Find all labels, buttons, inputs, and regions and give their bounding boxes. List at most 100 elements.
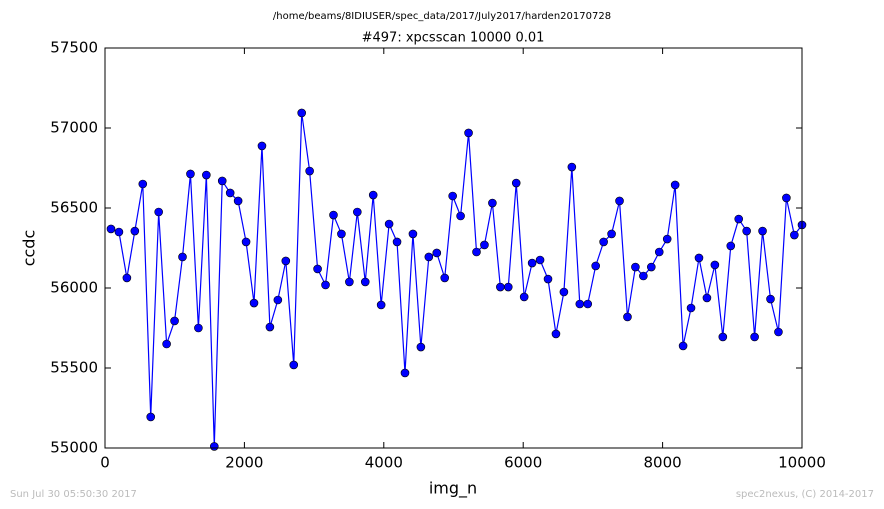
data-point (726, 241, 736, 251)
y-tick-label: 57000 (50, 119, 98, 137)
data-point (170, 316, 179, 326)
x-tick-label: 6000 (504, 454, 542, 472)
data-point (202, 170, 211, 180)
x-tick-label: 0 (100, 454, 110, 472)
data-point (392, 237, 402, 247)
data-point (511, 178, 521, 188)
data-point (480, 240, 489, 250)
data-point (265, 322, 275, 332)
data-point (154, 207, 163, 217)
data-point (130, 226, 140, 236)
x-tick-label: 8000 (644, 454, 682, 472)
data-point (305, 166, 314, 176)
data-point (329, 210, 338, 220)
data-point (273, 295, 283, 305)
data-point (639, 271, 648, 281)
data-point (694, 253, 704, 263)
data-point (178, 252, 187, 262)
series-line (110, 112, 803, 447)
data-point (615, 196, 624, 206)
data-point (607, 229, 616, 239)
data-point (686, 303, 696, 313)
data-point (567, 162, 577, 172)
y-tick-label: 56500 (50, 199, 98, 217)
data-point (297, 108, 306, 118)
data-point (233, 196, 243, 206)
data-point (654, 247, 664, 257)
data-point (313, 264, 322, 274)
data-point (734, 214, 744, 224)
data-point (488, 198, 497, 208)
data-point (782, 193, 791, 203)
data-point (527, 258, 537, 268)
data-point (647, 262, 656, 272)
y-tick-label: 55500 (50, 359, 98, 377)
data-point (416, 342, 426, 352)
data-point (678, 341, 688, 351)
data-point (583, 299, 593, 309)
data-point (543, 274, 553, 284)
data-point (551, 329, 561, 339)
data-point (623, 312, 632, 322)
footer-left: Sun Jul 30 05:50:30 2017 (10, 489, 137, 500)
data-point (758, 226, 767, 236)
data-point (742, 226, 751, 236)
data-point (106, 224, 116, 234)
suptitle: /home/beams/8IDIUSER/spec_data/2017/July… (273, 11, 611, 22)
x-tick-label: 4000 (365, 454, 403, 472)
data-point (790, 230, 799, 240)
data-point (281, 256, 291, 266)
data-point (209, 442, 219, 451)
data-point (464, 128, 473, 138)
y-tick-label: 57500 (50, 39, 98, 57)
data-point (599, 237, 608, 247)
data-point (257, 141, 267, 151)
data-point (718, 332, 728, 342)
data-point (114, 227, 124, 237)
data-point (345, 277, 354, 287)
data-point (456, 211, 465, 221)
footer-right: spec2nexus, (C) 2014-2017 (736, 489, 874, 500)
y-axis-label: ccdc (20, 230, 39, 267)
data-point (400, 368, 410, 378)
data-point (662, 234, 672, 244)
data-point (368, 190, 378, 200)
x-tick-label: 10000 (778, 454, 826, 472)
data-point (750, 332, 759, 342)
data-point (360, 277, 370, 287)
data-point (424, 252, 434, 262)
data-point (440, 273, 450, 283)
data-point (496, 282, 505, 292)
plot-frame (104, 47, 803, 449)
data-point (376, 300, 386, 310)
data-point (289, 360, 299, 370)
x-tick-label: 2000 (225, 454, 263, 472)
data-point (186, 169, 195, 179)
data-point (710, 260, 720, 270)
data-point (432, 248, 442, 258)
data-point (503, 282, 513, 292)
data-point (241, 237, 251, 247)
data-point (559, 287, 569, 297)
data-point (670, 180, 680, 190)
chart-title: #497: xpcsscan 10000 0.01 (362, 31, 545, 46)
data-point (766, 294, 775, 304)
x-axis-label: img_n (429, 479, 477, 499)
data-point (519, 292, 529, 302)
data-point (353, 207, 362, 217)
data-point (321, 280, 330, 290)
data-point (384, 219, 394, 229)
y-tick-label: 55000 (50, 439, 98, 457)
data-point (337, 229, 346, 239)
data-point (702, 293, 712, 303)
data-point (122, 273, 132, 283)
data-point (535, 255, 545, 265)
data-point (162, 339, 171, 349)
data-point (146, 412, 156, 422)
data-point (631, 262, 640, 272)
y-tick-label: 56000 (50, 279, 98, 297)
data-point (575, 299, 585, 309)
data-point (194, 323, 203, 333)
